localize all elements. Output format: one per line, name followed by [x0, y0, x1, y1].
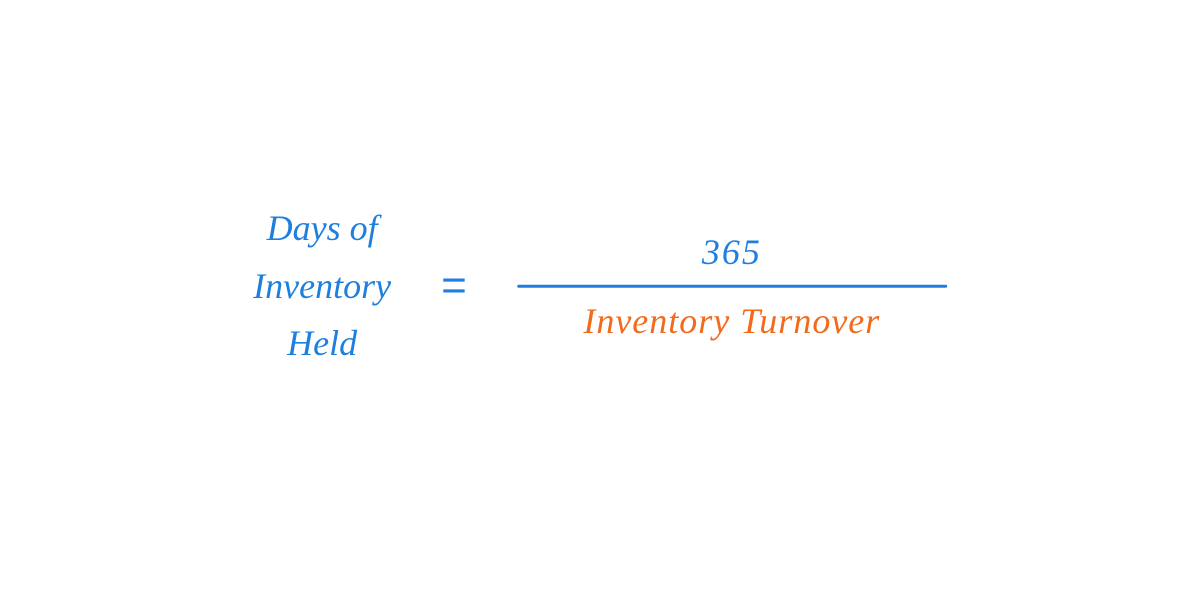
lhs-line-2: Inventory [253, 257, 391, 315]
equals-sign: = [431, 261, 477, 311]
rhs-fraction: 365 Inventory Turnover [517, 231, 947, 342]
lhs-line-1: Days of [267, 200, 378, 258]
formula-container: Days of Inventory Held = 365 Inventory T… [253, 200, 947, 373]
lhs-line-3: Held [287, 315, 357, 373]
numerator: 365 [702, 231, 762, 273]
lhs-label: Days of Inventory Held [253, 200, 391, 373]
denominator: Inventory Turnover [583, 300, 880, 342]
fraction-line [517, 285, 947, 288]
